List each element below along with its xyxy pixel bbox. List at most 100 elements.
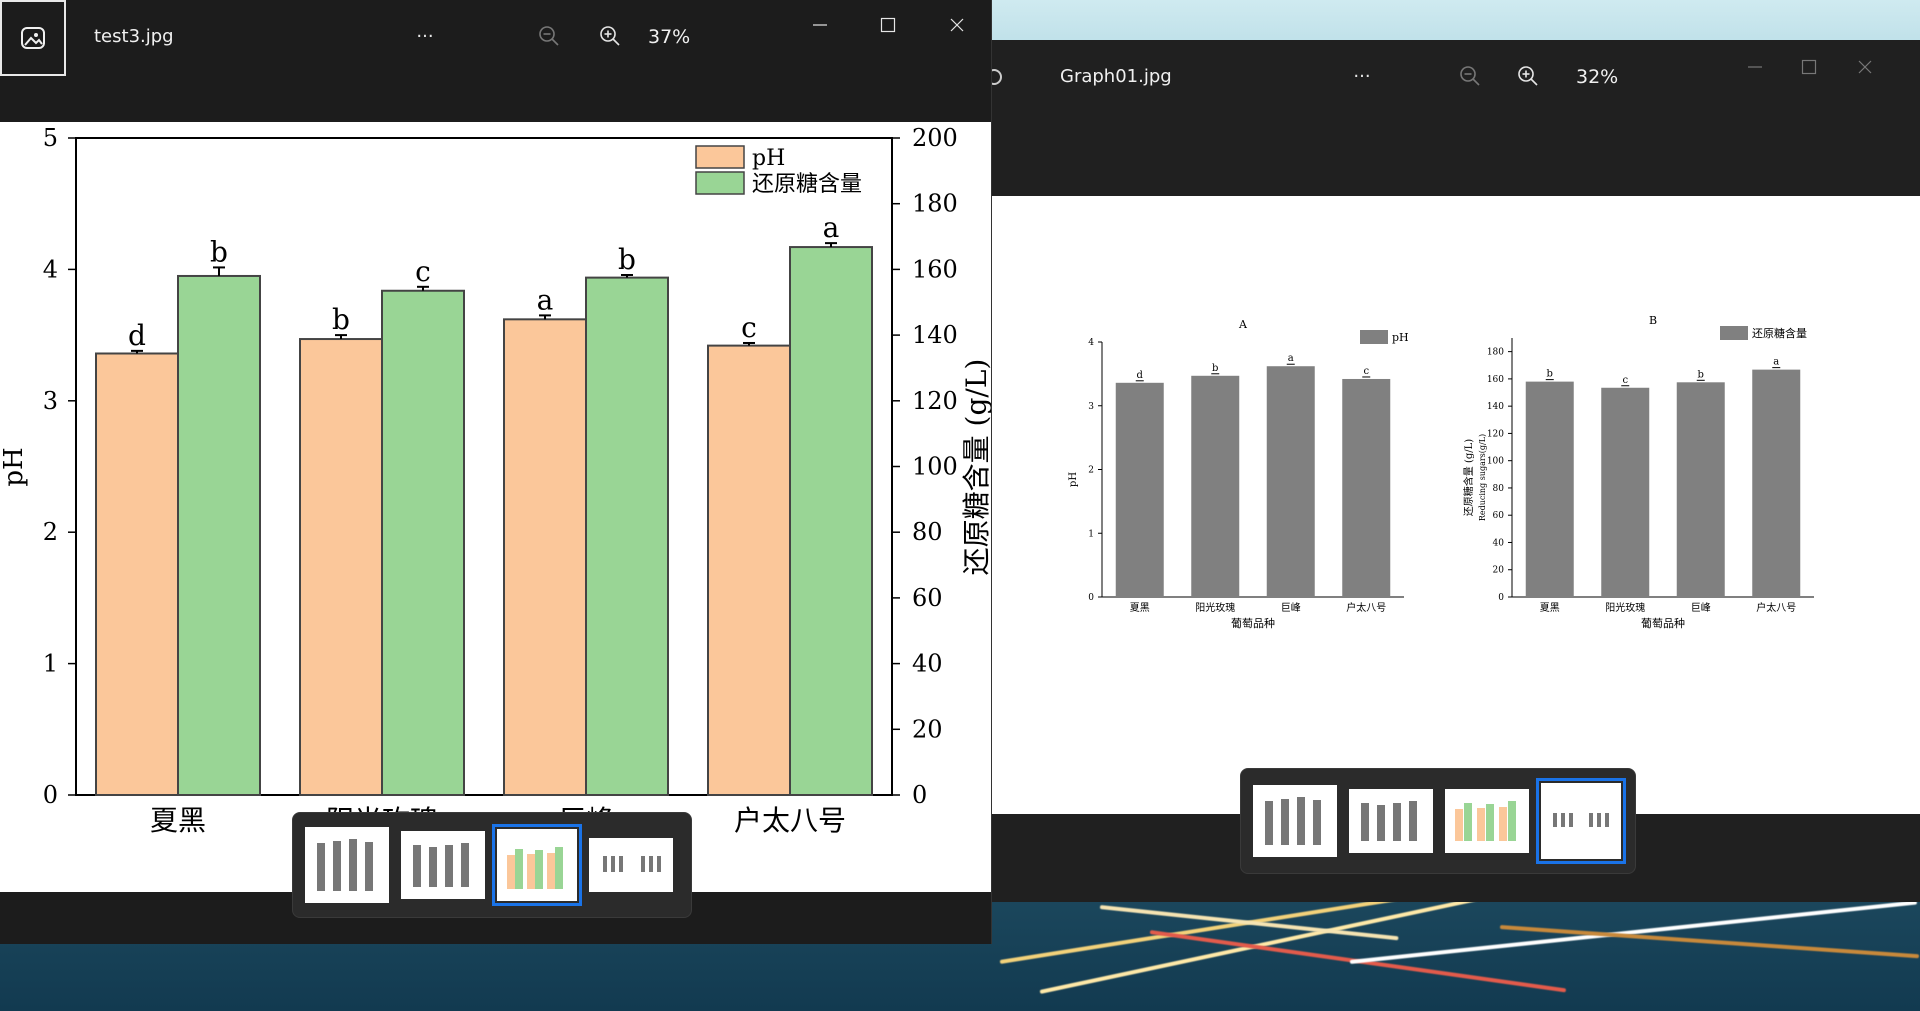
filmstrip-thumbnail[interactable]	[305, 827, 389, 903]
photos-window-graph01[interactable]: Graph01.jpg ··· 32% 0 1 2 3 4 d 夏黑 b 阳光玫瑰 a 巨峰 c 户太八…	[992, 40, 1920, 902]
window-title: Graph01.jpg	[1060, 66, 1172, 87]
left-axis-label: pH	[0, 447, 29, 486]
bar-ph	[503, 318, 587, 796]
right-axis-tick-label: 160	[912, 255, 958, 283]
bar	[1191, 375, 1240, 597]
bar	[1115, 382, 1164, 597]
app-icon[interactable]	[992, 66, 1008, 88]
legend-swatch	[1720, 326, 1748, 340]
bar	[1266, 366, 1315, 597]
bar-ph	[95, 352, 179, 796]
minimize-icon[interactable]	[805, 10, 835, 40]
more-options-button[interactable]: ···	[416, 25, 434, 47]
x-axis-category-label: 户太八号	[1346, 601, 1386, 614]
minimize-icon[interactable]	[1740, 52, 1770, 82]
filmstrip-thumbnail[interactable]	[1445, 789, 1529, 853]
filmstrip[interactable]	[292, 812, 692, 918]
legend-swatch	[1360, 330, 1388, 344]
bar-reducing-sugar	[381, 289, 465, 796]
y-axis-tick-label: 140	[1487, 402, 1504, 412]
filmstrip-thumbnail[interactable]	[401, 831, 485, 899]
bar	[1342, 378, 1391, 597]
close-icon[interactable]	[1850, 52, 1880, 82]
significance-letter: b	[1547, 369, 1553, 380]
significance-letter: c	[1363, 366, 1369, 377]
y-axis-label-english: Reducing sugars(g/L)	[1478, 434, 1487, 521]
right-axis-tick-label: 140	[912, 321, 958, 349]
significance-letter: c	[1622, 375, 1628, 386]
y-axis-tick-label: 60	[1493, 511, 1505, 521]
x-axis-label: 葡萄品种	[1641, 616, 1685, 630]
y-axis-tick-label: 4	[1088, 338, 1094, 348]
significance-letter: c	[415, 255, 431, 288]
significance-letter: b	[332, 303, 350, 336]
y-axis-tick-label: 0	[1088, 593, 1094, 603]
y-axis-tick-label: 160	[1487, 375, 1504, 385]
bar-reducing-sugar	[789, 246, 873, 796]
right-axis-tick-label: 80	[912, 518, 943, 546]
legend-label: pH	[752, 146, 785, 171]
filmstrip-thumbnail[interactable]	[589, 838, 673, 892]
filmstrip-thumbnail-selected[interactable]	[492, 824, 582, 906]
right-axis-tick-label: 40	[912, 650, 943, 678]
y-axis-label: 还原糖含量 (g/L)	[1462, 439, 1475, 516]
bar-reducing-sugar	[585, 276, 669, 797]
maximize-icon[interactable]	[1794, 52, 1824, 82]
significance-letter: a	[1773, 357, 1779, 368]
x-axis-category-label: 夏黑	[150, 804, 206, 837]
filmstrip[interactable]	[1240, 768, 1636, 874]
zoom-out-icon[interactable]	[1456, 62, 1484, 90]
zoom-level: 37%	[648, 26, 691, 48]
legend-swatch	[695, 145, 745, 169]
photos-window-test3[interactable]: test3.jpg ··· 37% 0 1 2 3 4 5 0 20 40 60 80 100 120 1…	[0, 0, 992, 944]
significance-letter: b	[210, 235, 228, 268]
right-axis-tick-label: 60	[912, 584, 943, 612]
left-axis-tick-label: 3	[43, 387, 58, 415]
significance-letter: c	[741, 311, 757, 344]
image-canvas[interactable]: 0 1 2 3 4 5 0 20 40 60 80 100 120 140 160 180 200 pH 还原糖含量…	[0, 122, 991, 892]
significance-letter: a	[537, 283, 554, 316]
x-axis-label: 葡萄品种	[1231, 616, 1275, 630]
y-axis-tick-label: 120	[1487, 429, 1504, 439]
y-axis-tick-label: 2	[1088, 466, 1094, 476]
x-axis-category-label: 巨峰	[1691, 602, 1711, 614]
left-axis-tick-label: 2	[43, 518, 58, 546]
zoom-in-icon[interactable]	[1514, 62, 1542, 90]
right-axis-tick-label: 120	[912, 387, 958, 415]
filmstrip-thumbnail[interactable]	[1349, 789, 1433, 853]
bar	[1601, 387, 1650, 597]
panel-label: A	[1238, 318, 1248, 331]
maximize-icon[interactable]	[873, 10, 903, 40]
y-axis-tick-label: 180	[1487, 348, 1504, 358]
photos-app-icon[interactable]	[0, 0, 66, 76]
significance-letter: b	[1698, 369, 1704, 380]
zoom-out-icon[interactable]	[535, 22, 563, 50]
title-bar[interactable]: test3.jpg ··· 37%	[0, 0, 991, 76]
y-axis-label: pH	[1068, 472, 1079, 487]
significance-letter: b	[1212, 363, 1218, 374]
x-axis-category-label: 巨峰	[1281, 602, 1301, 614]
x-axis-category-label: 阳光玫瑰	[1605, 601, 1645, 614]
left-axis-tick-label: 0	[43, 781, 58, 809]
y-axis-tick-label: 20	[1493, 566, 1505, 576]
y-axis-tick-label: 3	[1088, 402, 1094, 412]
bar	[1676, 382, 1725, 597]
more-options-button[interactable]: ···	[1353, 65, 1371, 87]
left-axis-tick-label: 4	[43, 255, 58, 283]
legend-label: pH	[1392, 331, 1409, 344]
filmstrip-thumbnail-selected[interactable]	[1536, 778, 1626, 864]
y-axis-tick-label: 80	[1493, 484, 1505, 494]
filmstrip-thumbnail[interactable]	[1253, 785, 1337, 857]
significance-letter: d	[128, 319, 146, 352]
right-axis-tick-label: 20	[912, 715, 943, 743]
bar-reducing-sugar	[177, 274, 261, 797]
title-bar[interactable]: Graph01.jpg ··· 32%	[992, 40, 1920, 114]
y-axis-tick-label: 40	[1493, 538, 1505, 548]
zoom-in-icon[interactable]	[596, 22, 624, 50]
close-icon[interactable]	[942, 10, 972, 40]
x-axis-category-label: 户太八号	[1756, 601, 1796, 614]
y-axis-tick-label: 100	[1487, 457, 1504, 467]
